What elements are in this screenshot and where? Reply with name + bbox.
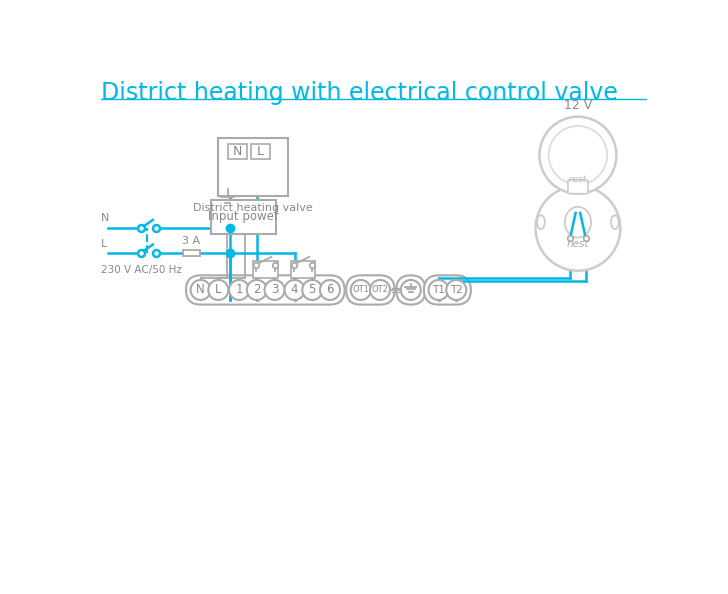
Circle shape: [247, 280, 267, 300]
Text: T2: T2: [450, 285, 463, 295]
Text: N: N: [233, 146, 242, 158]
FancyBboxPatch shape: [186, 276, 344, 305]
Circle shape: [229, 280, 249, 300]
Circle shape: [320, 280, 340, 300]
Circle shape: [536, 186, 620, 271]
Text: L: L: [100, 239, 107, 249]
FancyBboxPatch shape: [229, 144, 247, 159]
Text: 5: 5: [309, 283, 316, 296]
Text: 3 A: 3 A: [182, 236, 200, 246]
FancyBboxPatch shape: [218, 138, 288, 195]
Text: OT1: OT1: [352, 286, 369, 295]
FancyBboxPatch shape: [183, 249, 200, 257]
Circle shape: [446, 280, 466, 300]
FancyBboxPatch shape: [424, 276, 471, 305]
Circle shape: [539, 116, 617, 194]
Text: L: L: [215, 283, 221, 296]
Ellipse shape: [611, 215, 619, 229]
FancyBboxPatch shape: [290, 261, 315, 279]
Text: T1: T1: [432, 285, 445, 295]
FancyBboxPatch shape: [568, 180, 588, 194]
Circle shape: [191, 280, 210, 300]
Circle shape: [208, 280, 229, 300]
FancyBboxPatch shape: [396, 276, 425, 305]
Text: nest: nest: [569, 175, 587, 184]
Text: 6: 6: [326, 283, 333, 296]
Text: District heating valve: District heating valve: [193, 203, 313, 213]
Text: 1: 1: [235, 283, 243, 296]
Text: 4: 4: [290, 283, 298, 296]
Text: 12 V: 12 V: [563, 99, 592, 112]
Ellipse shape: [565, 207, 591, 238]
Circle shape: [429, 280, 448, 300]
Text: Input power: Input power: [208, 210, 279, 223]
FancyBboxPatch shape: [253, 261, 277, 279]
Circle shape: [302, 280, 323, 300]
Text: 230 V AC/50 Hz: 230 V AC/50 Hz: [100, 265, 181, 275]
Circle shape: [285, 280, 304, 300]
Circle shape: [264, 280, 285, 300]
Text: nest: nest: [566, 239, 589, 249]
FancyBboxPatch shape: [211, 200, 277, 234]
Text: N: N: [197, 283, 205, 296]
Text: District heating with electrical control valve: District heating with electrical control…: [100, 81, 617, 105]
Circle shape: [370, 280, 390, 300]
Text: 3: 3: [271, 283, 278, 296]
Text: N: N: [100, 213, 109, 223]
Text: OT2: OT2: [371, 286, 389, 295]
FancyBboxPatch shape: [251, 144, 270, 159]
Circle shape: [401, 280, 421, 300]
Circle shape: [351, 280, 371, 300]
Text: 2: 2: [253, 283, 261, 296]
FancyBboxPatch shape: [346, 276, 395, 305]
Ellipse shape: [537, 215, 545, 229]
Circle shape: [549, 126, 607, 185]
Text: L: L: [257, 146, 264, 158]
